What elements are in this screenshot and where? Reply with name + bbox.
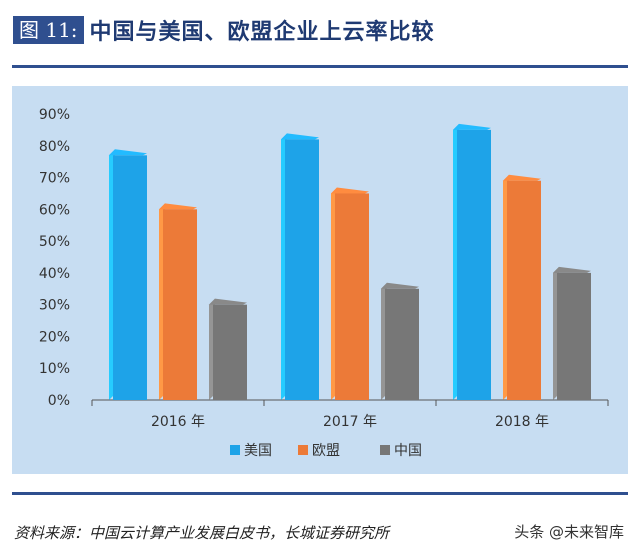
legend-label: 欧盟 bbox=[312, 443, 340, 459]
y-tick-label: 40% bbox=[39, 266, 70, 282]
figure-number: 图 11: bbox=[13, 16, 84, 44]
y-tick-label: 70% bbox=[39, 171, 70, 187]
x-category-label: 2017 年 bbox=[323, 414, 377, 430]
y-tick-label: 50% bbox=[39, 234, 70, 250]
bar-top-1 bbox=[159, 203, 197, 210]
bar-美国-2016 年 bbox=[113, 155, 147, 400]
y-tick-label: 20% bbox=[39, 329, 70, 345]
bar-欧盟-2017 年 bbox=[335, 193, 369, 400]
bar-美国-2017 年 bbox=[285, 139, 319, 400]
x-category-label: 2016 年 bbox=[151, 414, 205, 430]
bar-top-2 bbox=[381, 282, 419, 289]
source-note: 资料来源：中国云计算产业发展白皮书，长城证券研究所 bbox=[14, 524, 390, 542]
bottom-rule bbox=[12, 492, 628, 495]
watermark: 头条 @未来智库 bbox=[510, 521, 628, 542]
bar-top-0 bbox=[453, 123, 491, 130]
bar-top-1 bbox=[331, 187, 369, 194]
legend-label: 美国 bbox=[244, 443, 272, 459]
figure-header: 图 11: 中国与美国、欧盟企业上云率比较 bbox=[13, 14, 435, 46]
chart-panel: 0% 10% 20% 30% 40% 50% 60% 70% 80% 90% 2016 年 2017 … bbox=[12, 86, 628, 474]
bar-欧盟-2018 年 bbox=[507, 180, 541, 400]
legend-label: 中国 bbox=[394, 443, 422, 459]
bar-top-2 bbox=[553, 266, 591, 273]
legend-swatch-0 bbox=[230, 445, 240, 455]
bar-top-1 bbox=[503, 174, 541, 181]
bar-chart: 0% 10% 20% 30% 40% 50% 60% 70% 80% 90% 2016 年 2017 … bbox=[39, 107, 609, 459]
bar-美国-2018 年 bbox=[457, 129, 491, 400]
bar-top-0 bbox=[109, 149, 147, 156]
bar-中国-2018 年 bbox=[557, 272, 591, 400]
legend-swatch-2 bbox=[380, 445, 390, 455]
bar-top-0 bbox=[281, 133, 319, 140]
bar-top-2 bbox=[209, 298, 247, 305]
bar-欧盟-2016 年 bbox=[163, 209, 197, 400]
legend-swatch-1 bbox=[298, 445, 308, 455]
y-tick-label: 80% bbox=[39, 139, 70, 155]
y-tick-label: 60% bbox=[39, 202, 70, 218]
y-tick-label: 0% bbox=[48, 393, 70, 409]
y-tick-label: 90% bbox=[39, 107, 70, 123]
figure-title: 中国与美国、欧盟企业上云率比较 bbox=[89, 19, 435, 45]
top-rule bbox=[12, 65, 628, 68]
bar-中国-2016 年 bbox=[213, 304, 247, 400]
y-tick-label: 30% bbox=[39, 298, 70, 314]
x-category-label: 2018 年 bbox=[495, 414, 549, 430]
bar-中国-2017 年 bbox=[385, 288, 419, 400]
y-tick-label: 10% bbox=[39, 361, 70, 377]
